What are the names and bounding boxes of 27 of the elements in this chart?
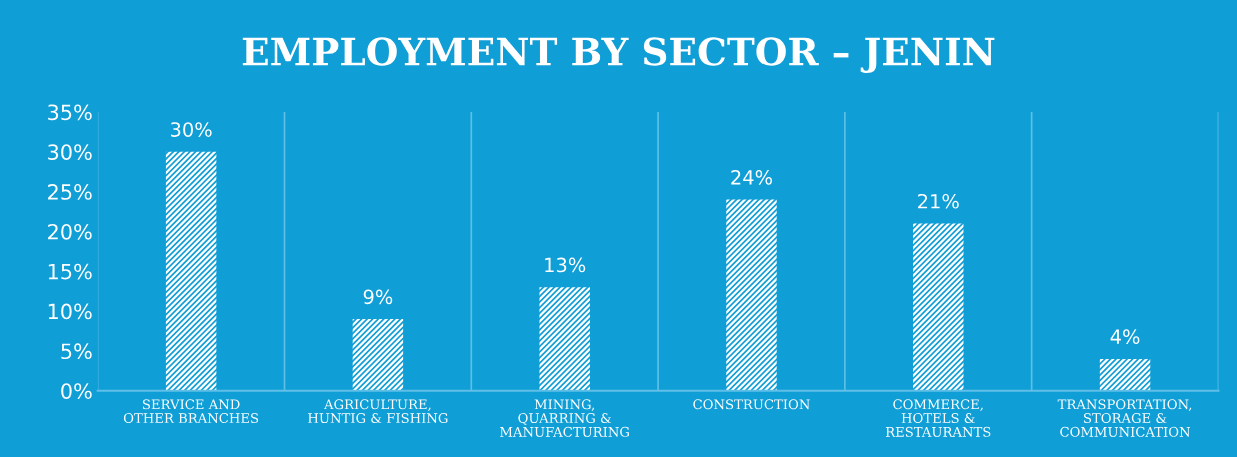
- y-tick-label: 15%: [48, 263, 92, 280]
- y-tick-label: 25%: [48, 184, 92, 200]
- data-label: 13%: [545, 257, 586, 273]
- y-tick-label: 20%: [48, 223, 92, 240]
- data-label: 9%: [363, 289, 393, 305]
- x-tick-label: AGRICULTURE, HUNTIG & FISHING: [308, 399, 448, 424]
- data-label: 24%: [731, 169, 773, 185]
- data-label: 4%: [1110, 329, 1140, 344]
- bar: [352, 319, 404, 391]
- x-tick-label: TRANSPORTATION, STORAGE & COMMUNICATION: [1057, 399, 1192, 437]
- y-tick-label: 10%: [48, 303, 92, 320]
- y-tick-label: 30%: [48, 144, 92, 160]
- bar: [539, 287, 590, 391]
- y-tick-label: 5%: [61, 343, 92, 360]
- y-tick-label: 35%: [48, 104, 92, 121]
- bar: [1099, 358, 1151, 391]
- x-tick-label: COMMERCE, HOTELS & RESTAURANTS: [885, 399, 991, 437]
- bar: [165, 151, 217, 391]
- y-tick-label: 0%: [61, 383, 92, 399]
- chart-title: EMPLOYMENT BY SECTOR – JENIN: [242, 37, 995, 73]
- bar: [913, 223, 964, 391]
- x-tick-label: MINING, QUARRING & MANUFACTURING: [500, 399, 629, 437]
- x-tick-label: SERVICE AND OTHER BRANCHES: [123, 399, 259, 424]
- data-label: 30%: [170, 122, 212, 137]
- data-label: 21%: [918, 193, 959, 209]
- x-tick-label: CONSTRUCTION: [693, 399, 810, 410]
- bar: [726, 199, 777, 391]
